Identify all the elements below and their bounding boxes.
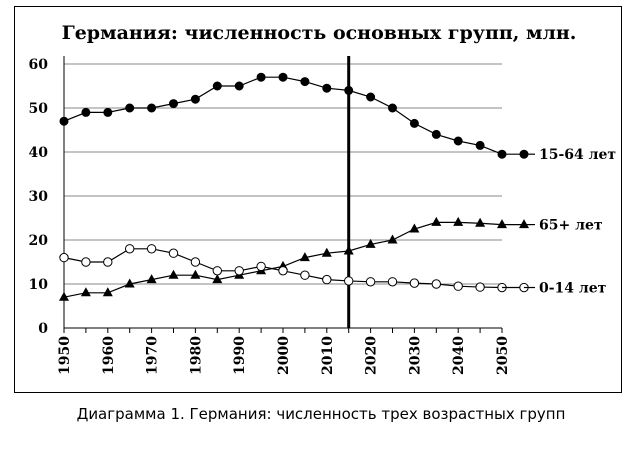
- data-point: [322, 83, 332, 93]
- data-point: [103, 107, 113, 117]
- data-point: [300, 270, 310, 280]
- y-tick-label: 20: [29, 233, 49, 249]
- data-point: [234, 266, 244, 276]
- data-point: [190, 269, 201, 279]
- axes: [63, 56, 503, 333]
- data-point: [190, 257, 201, 267]
- x-tick-label: 2020: [364, 336, 380, 375]
- data-point: [169, 99, 178, 109]
- data-point: [103, 257, 113, 267]
- data-point: [344, 85, 354, 95]
- data-point: [344, 276, 354, 286]
- x-tick-label: 1960: [101, 336, 117, 375]
- y-tick-label: 0: [38, 321, 48, 337]
- data-point: [431, 216, 442, 226]
- data-point: [212, 266, 223, 276]
- data-point: [387, 277, 398, 287]
- data-point: [81, 257, 91, 267]
- data-point: [365, 277, 376, 287]
- data-point: [81, 107, 91, 117]
- series-name-label: 65+ лет: [539, 218, 603, 234]
- data-point: [453, 216, 464, 226]
- data-point: [475, 282, 485, 292]
- series-1: 65+ лет: [59, 216, 603, 301]
- y-tick-label: 30: [29, 189, 49, 205]
- data-point: [453, 281, 463, 291]
- data-point: [147, 103, 157, 113]
- x-tick-label: 1950: [57, 336, 73, 375]
- data-point: [409, 278, 420, 288]
- data-point: [146, 274, 157, 284]
- legend-marker: [519, 219, 529, 229]
- line-chart: Германия: численность основных групп, мл…: [29, 22, 617, 375]
- x-tick-label: 2040: [451, 336, 467, 375]
- data-point: [256, 261, 266, 272]
- data-point: [343, 245, 354, 255]
- x-tick-label: 1980: [188, 336, 204, 375]
- data-point: [168, 269, 179, 279]
- data-point: [322, 274, 332, 285]
- series-name-label: 15-64 лет: [539, 147, 616, 163]
- data-point: [212, 274, 223, 284]
- data-point: [125, 103, 135, 113]
- data-point: [234, 81, 244, 91]
- data-point: [125, 244, 135, 254]
- data-point: [366, 92, 376, 102]
- data-point: [59, 291, 69, 301]
- y-tick-label: 60: [29, 57, 49, 73]
- data-point: [365, 238, 376, 248]
- series-line: [63, 76, 503, 155]
- data-point: [475, 140, 485, 150]
- y-tick-label: 50: [29, 101, 49, 117]
- data-point: [388, 103, 397, 113]
- data-point: [321, 247, 332, 257]
- data-point: [387, 234, 398, 244]
- series-group: 15-64 лет 65+ лет 0-14 лет: [59, 72, 616, 301]
- x-tick-label: 2000: [276, 336, 292, 375]
- data-point: [278, 72, 288, 82]
- x-tick-label: 1970: [145, 336, 161, 375]
- data-point: [102, 287, 113, 297]
- data-point: [475, 217, 486, 227]
- data-point: [431, 129, 441, 139]
- data-point: [80, 287, 91, 297]
- data-point: [409, 223, 420, 233]
- x-tick-label: 2010: [320, 336, 336, 375]
- data-point: [278, 266, 288, 276]
- data-point: [256, 72, 266, 82]
- data-point: [59, 252, 69, 263]
- data-point: [453, 136, 463, 146]
- series-2: 0-14 лет: [59, 244, 607, 297]
- figure-caption: Диаграмма 1. Германия: численность трех …: [76, 405, 566, 423]
- y-tick-label: 40: [29, 145, 49, 161]
- data-point: [212, 81, 222, 91]
- data-point: [190, 94, 200, 104]
- data-point: [299, 252, 310, 262]
- x-tick-label: 2050: [495, 336, 511, 375]
- series-name-label: 0-14 лет: [539, 281, 607, 297]
- chart-title: Германия: численность основных групп, мл…: [62, 22, 577, 44]
- data-point: [409, 118, 419, 128]
- data-point: [497, 219, 507, 229]
- data-point: [300, 77, 310, 87]
- data-point: [59, 116, 69, 126]
- x-tick-label: 2030: [407, 336, 423, 375]
- data-point: [168, 248, 179, 258]
- y-tick-label: 10: [29, 277, 49, 293]
- data-point: [146, 244, 157, 254]
- series-0: 15-64 лет: [59, 72, 616, 163]
- data-point: [124, 278, 135, 288]
- x-tick-label: 1990: [232, 336, 248, 375]
- data-point: [431, 279, 441, 289]
- chart-frame: Германия: численность основных групп, мл…: [14, 6, 622, 393]
